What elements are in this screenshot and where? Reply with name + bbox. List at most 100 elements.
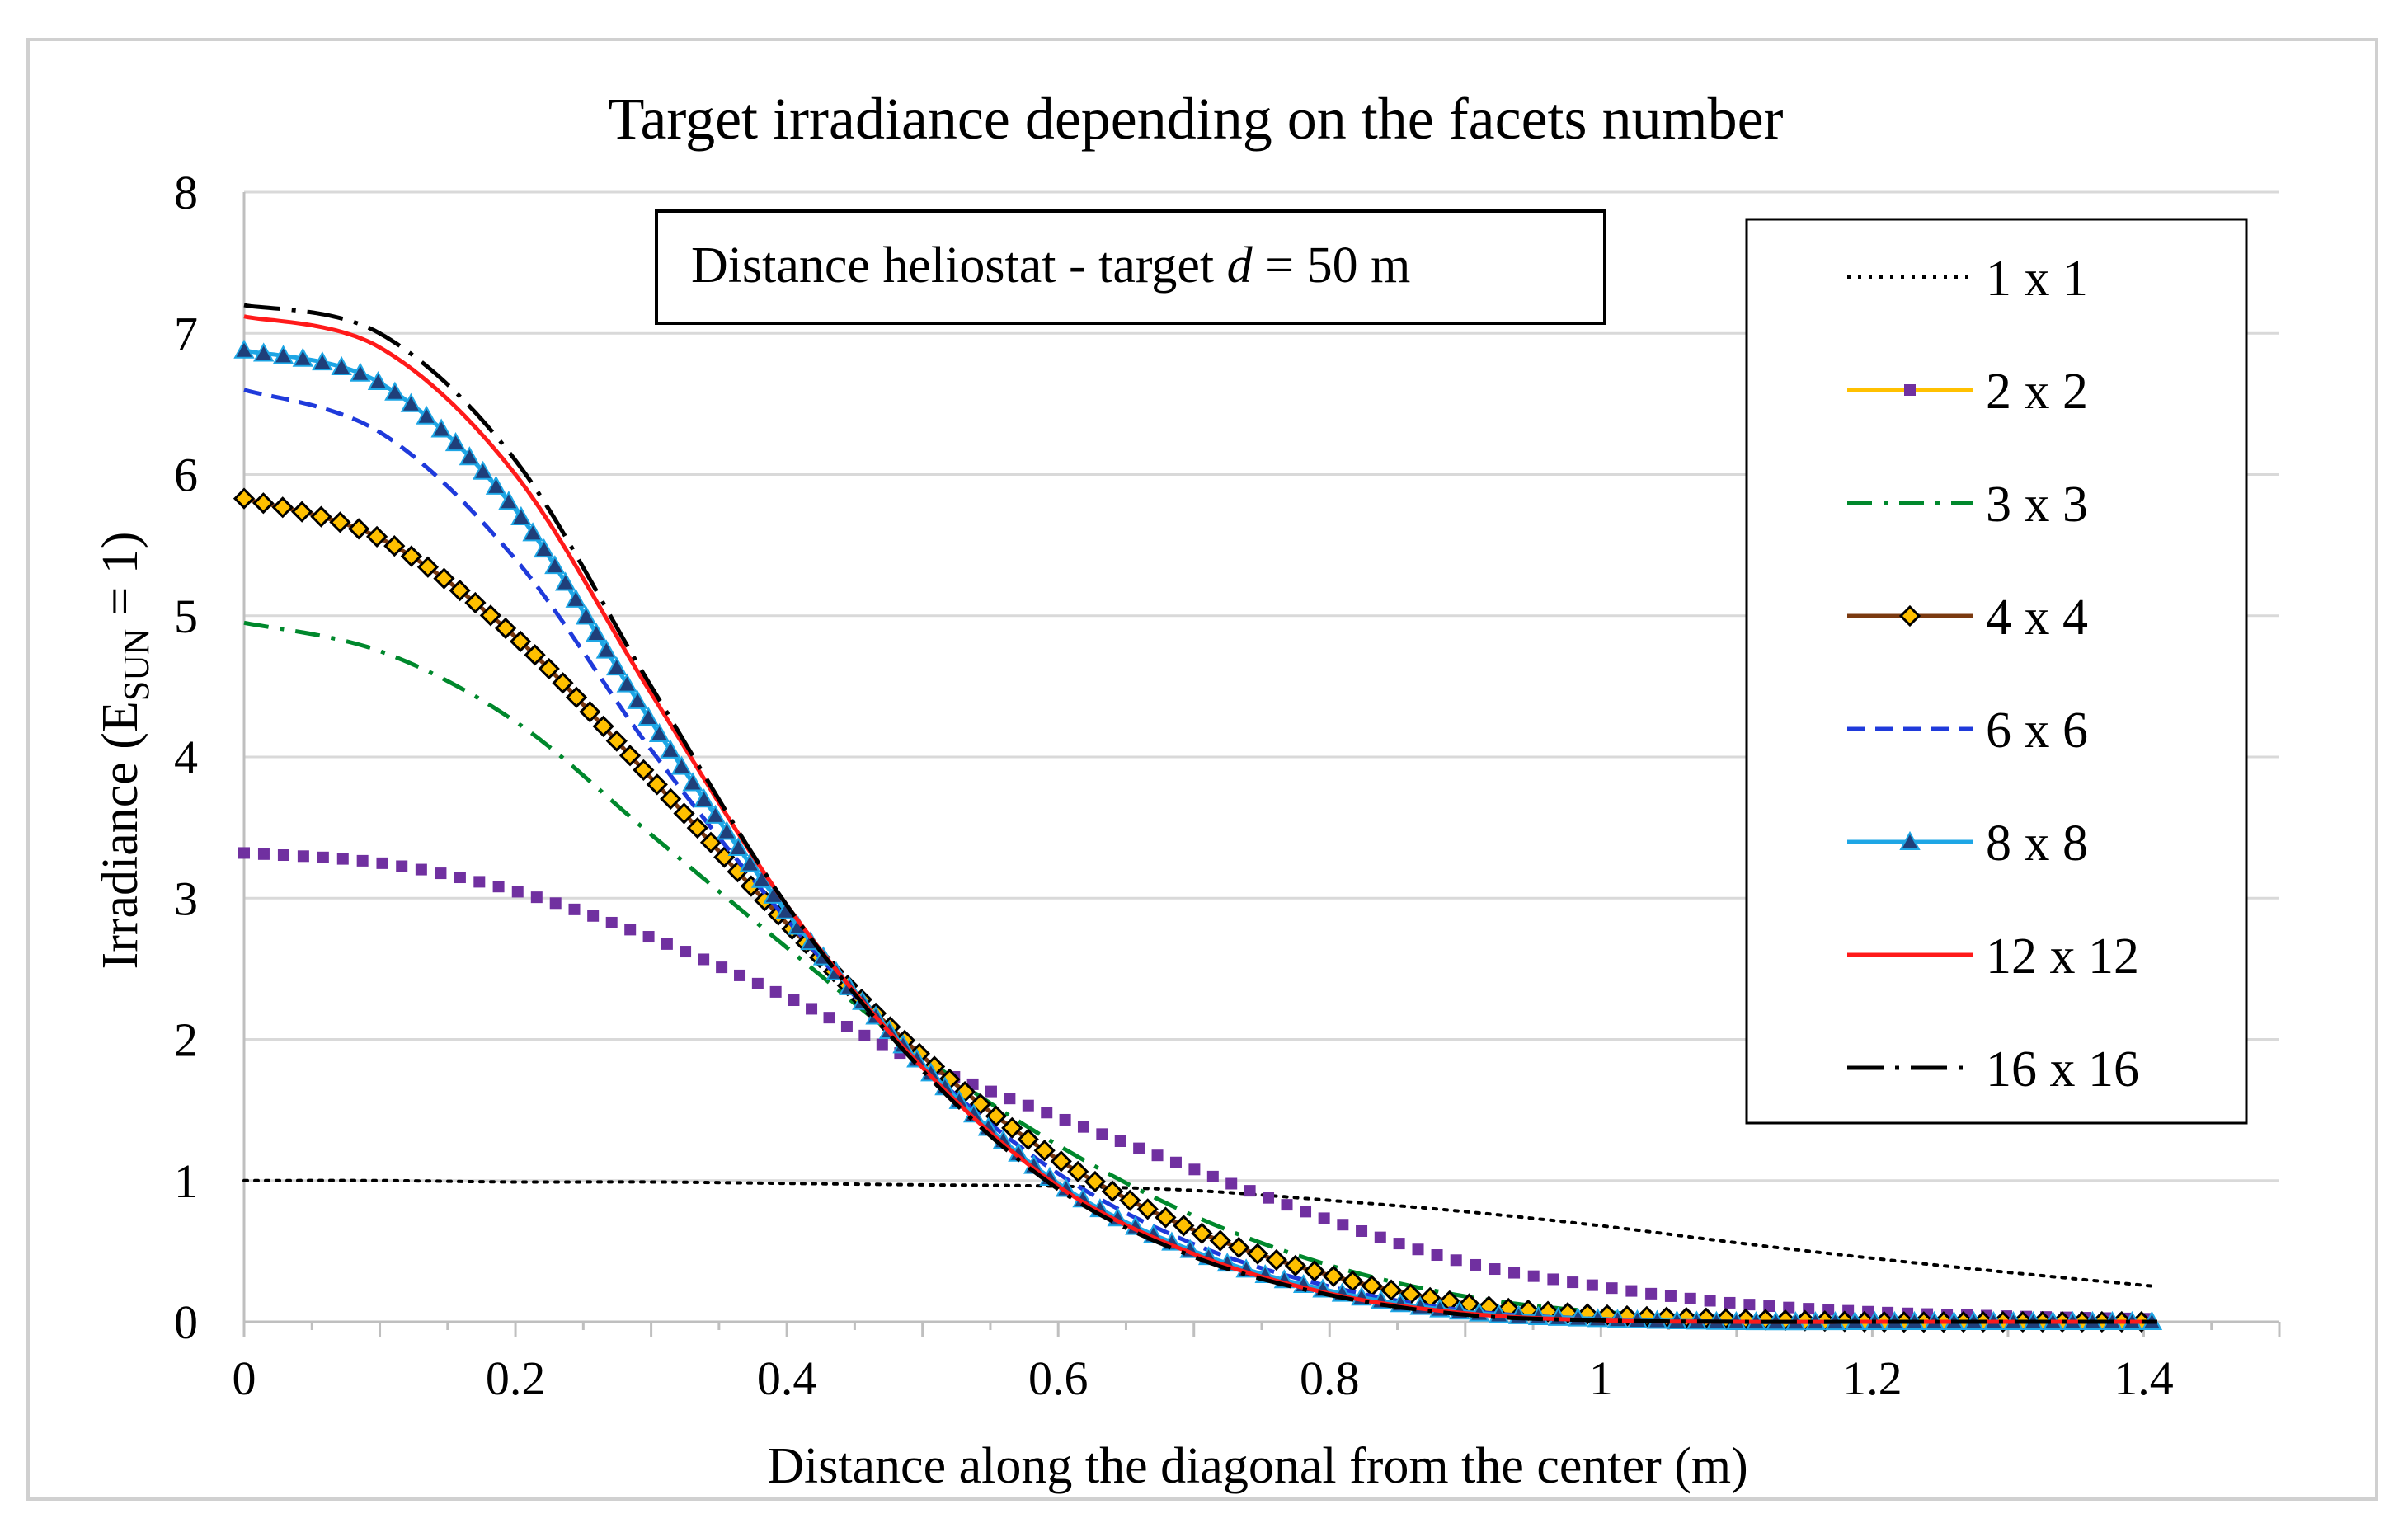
series-1-marker-81 (1763, 1300, 1775, 1313)
series-5-marker-13 (459, 446, 481, 466)
series-3-marker-51 (1001, 1116, 1023, 1139)
series-1x1 (242, 1178, 2159, 1289)
series-3-marker-61 (1173, 1215, 1195, 1237)
series-3-marker-67 (1284, 1254, 1306, 1276)
series-1-marker-43 (1041, 1107, 1053, 1119)
series-5-marker-33 (682, 772, 703, 792)
x-tick-label-0: 0 (233, 1351, 256, 1405)
legend-swatch-marker-3 (1898, 604, 1921, 627)
series-3-marker-72 (1380, 1279, 1403, 1301)
y-axis-label-subscript: SUN (116, 628, 157, 701)
x-tick-labels: 0 0.2 0.4 0.6 0.8 1 1.2 1.4 (233, 1351, 2174, 1405)
annotation-frame (655, 209, 1606, 325)
series-5-marker-0 (233, 339, 255, 359)
legend-item-5: 8 x 8 (1847, 816, 2088, 872)
series-3-marker-50 (985, 1105, 1008, 1127)
series-3-marker-62 (1191, 1222, 1213, 1244)
legend-label-7: 16 x 16 (1986, 1041, 2139, 1098)
series-5-marker-35 (704, 804, 727, 824)
legend-item-3: 4 x 4 (1847, 590, 2088, 646)
series-1-marker-49 (1151, 1149, 1164, 1162)
series-3-marker-29 (686, 816, 708, 839)
series-3-marker-55 (1067, 1160, 1089, 1183)
series-3-marker-2 (271, 496, 294, 519)
series-5-marker-31 (660, 739, 681, 759)
series-1-marker-46 (1096, 1128, 1108, 1140)
series-5-marker-10 (416, 405, 437, 425)
series-3-marker-11 (433, 567, 455, 590)
series-1-marker-69 (1527, 1270, 1540, 1282)
x-axis-label: Distance along the diagonal from the cen… (767, 1438, 1748, 1494)
series-5-marker-21 (554, 571, 576, 591)
series-1-marker-68 (1508, 1267, 1521, 1279)
series-1-marker-14 (511, 886, 524, 898)
series-3-marker-25 (633, 759, 655, 781)
series-1-marker-56 (1281, 1199, 1293, 1211)
series-1-marker-31 (823, 1012, 835, 1024)
legend: 1 x 1 2 x 2 3 x 3 4 x 4 6 x 6 8 x 8 12 x 12 16 … (1745, 218, 2248, 1125)
chart-title: Target irradiance depending on the facet… (608, 86, 1783, 152)
series-3-marker-6 (347, 518, 370, 540)
series-1-marker-21 (642, 931, 655, 943)
series-5-marker-26 (606, 656, 628, 676)
series-1-marker-30 (806, 1003, 818, 1015)
series-1-marker-9 (415, 863, 427, 876)
series-5-marker-24 (586, 622, 607, 642)
series-1-marker-29 (788, 994, 800, 1007)
series-1-marker-78 (1704, 1295, 1716, 1307)
series-1-marker-20 (624, 924, 637, 936)
y-tick-label-7: 7 (174, 307, 198, 360)
series-3-marker-65 (1246, 1243, 1269, 1265)
series-1-marker-64 (1431, 1249, 1443, 1262)
series-1-marker-79 (1724, 1296, 1736, 1309)
series-3-marker-54 (1050, 1150, 1072, 1173)
series-5-marker-6 (350, 362, 371, 382)
legend-swatch-marker-5 (1899, 830, 1921, 850)
legend-label-6: 12 x 12 (1986, 928, 2139, 985)
x-tick-label-7: 1.4 (2114, 1351, 2174, 1405)
series-line-0 (242, 1178, 2159, 1289)
series-1-marker-47 (1114, 1135, 1126, 1147)
series-3-marker-52 (1017, 1128, 1039, 1150)
y-tick-label-4: 4 (174, 731, 198, 784)
series-3-marker-4 (310, 505, 332, 528)
series-1-marker-19 (605, 916, 618, 928)
series-1-marker-0 (238, 847, 250, 859)
series-1-marker-42 (1022, 1099, 1034, 1112)
series-3-marker-59 (1136, 1198, 1159, 1220)
series-3-marker-26 (646, 773, 668, 796)
annotation-variable: d (1227, 237, 1253, 294)
legend-label-2: 3 x 3 (1986, 477, 2088, 533)
series-5-marker-27 (616, 673, 637, 693)
series-1-marker-15 (530, 891, 543, 904)
series-1-marker-77 (1684, 1292, 1696, 1304)
legend-frame (1745, 218, 2248, 1125)
legend-label-5: 8 x 8 (1986, 816, 2088, 872)
series-1-marker-24 (698, 953, 710, 966)
series-5-marker-29 (637, 706, 659, 726)
series-3-marker-69 (1322, 1265, 1345, 1287)
series-5-marker-7 (367, 370, 389, 391)
series-3-marker-3 (291, 501, 313, 523)
series-3-marker-5 (329, 511, 351, 533)
series-line-7 (243, 303, 2157, 1324)
series-1-marker-80 (1743, 1299, 1756, 1311)
series-5-marker-3 (292, 347, 313, 367)
series-5-marker-37 (727, 836, 749, 857)
series-4x4 (233, 487, 2157, 1333)
series-3-marker-9 (400, 545, 422, 567)
legend-item-7: 16 x 16 (1847, 1041, 2139, 1098)
y-tick-labels: 0 1 2 3 4 5 6 7 8 (174, 166, 198, 1349)
series-3-marker-64 (1228, 1236, 1250, 1259)
series-1-marker-23 (680, 946, 692, 958)
legend-item-0: 1 x 1 (1847, 251, 2088, 307)
series-3-marker-66 (1265, 1248, 1287, 1271)
legend-swatch-marker-1 (1904, 384, 1916, 396)
series-5-marker-19 (534, 538, 555, 558)
series-5-marker-16 (498, 491, 520, 510)
series-1-marker-27 (751, 977, 764, 989)
series-5-marker-25 (595, 639, 618, 659)
series-5-marker-22 (565, 588, 586, 608)
annotation-box: Distance heliostat - target d = 50 m (655, 209, 1606, 325)
